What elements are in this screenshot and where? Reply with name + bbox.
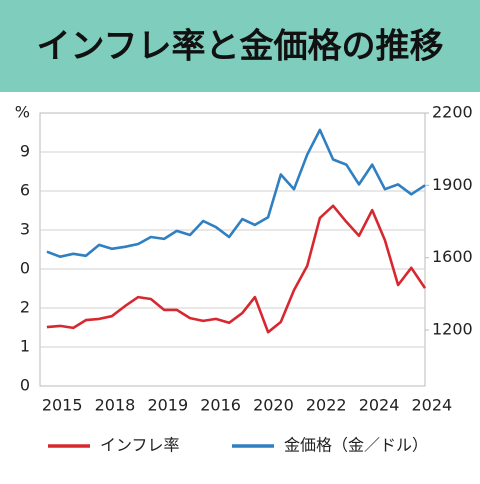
y2-tick-label: 1600 [432, 247, 473, 266]
legend-label: インフレ率 [100, 436, 180, 455]
x-tick-label: 2024 [359, 396, 400, 415]
y-tick-label: 0 [20, 376, 30, 395]
y-tick-label: 3 [20, 220, 30, 239]
chart-title: インフレ率と金価格の推移 [37, 27, 444, 67]
x-tick-label: 2019 [147, 396, 188, 415]
x-tick-label: 2016 [200, 396, 241, 415]
series-line [46, 204, 427, 334]
y-tick-label: 9 [20, 142, 30, 161]
title-banner [0, 0, 480, 92]
y-tick-label: 6 [20, 181, 30, 200]
plot-frame [39, 112, 426, 387]
x-tick-label: 2022 [306, 396, 347, 415]
x-tick-label: 2024 [412, 396, 453, 415]
x-tick-label: 2015 [42, 396, 83, 415]
y-tick-label: % [15, 103, 30, 122]
y-tick-label: 2 [20, 298, 30, 317]
x-tick-label: 2020 [253, 396, 294, 415]
series-line [46, 128, 426, 258]
y2-tick-label: 2200 [432, 103, 473, 122]
y2-tick-label: 1200 [432, 320, 473, 339]
y2-tick-label: 1900 [432, 175, 473, 194]
y-tick-label: 1 [20, 337, 30, 356]
x-tick-label: 2018 [95, 396, 136, 415]
y-tick-label: 0 [20, 259, 30, 278]
legend-label: 金価格（金／ドル） [284, 436, 428, 455]
